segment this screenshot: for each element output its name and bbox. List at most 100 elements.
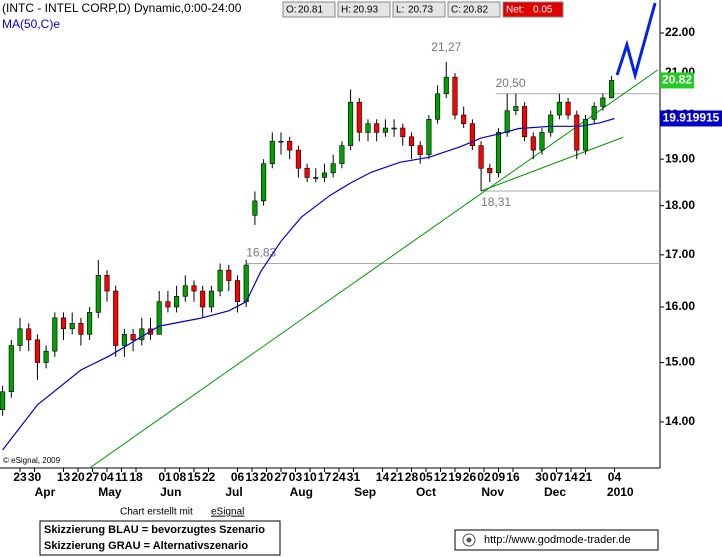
- quote-box: [447, 1, 501, 18]
- candle-body: [443, 76, 449, 95]
- month-label: Jun: [160, 485, 181, 499]
- credit: © eSignal, 2009: [3, 456, 61, 465]
- candle-body: [556, 101, 562, 116]
- candle-body: [400, 127, 406, 138]
- quote-value: 20.93: [353, 5, 378, 16]
- month-label: Sep: [354, 485, 376, 499]
- candle-body: [200, 290, 206, 308]
- quote-box: [392, 1, 446, 18]
- quote-value: 0.05: [533, 5, 553, 16]
- x-tick-label: 11: [115, 470, 128, 484]
- candle-body: [487, 167, 493, 174]
- candle-body: [191, 285, 197, 292]
- quote-value: 20.82: [463, 5, 488, 16]
- y-tick-label: 15.00: [665, 355, 695, 369]
- candle-body: [95, 275, 101, 313]
- x-tick-label: 31: [347, 470, 361, 484]
- candle-body: [104, 275, 110, 292]
- candle-body: [330, 163, 336, 174]
- trendline: [89, 69, 659, 469]
- y-tick-label: 18.00: [665, 198, 695, 212]
- url[interactable]: http://www.godmode-trader.de: [484, 534, 631, 546]
- legend-line: Skizzierung GRAU = Alternativszenario: [44, 540, 248, 552]
- candle-body: [243, 264, 249, 302]
- candle-body: [565, 101, 571, 116]
- candle-body: [339, 145, 345, 164]
- x-tick-label: 21: [390, 470, 404, 484]
- month-label: 2010: [607, 485, 634, 499]
- x-tick-label: 04: [608, 470, 622, 484]
- x-tick-label: 12: [434, 470, 448, 484]
- x-tick-label: 28: [405, 470, 419, 484]
- x-tick-label: 16: [506, 470, 520, 484]
- chart-title: (INTC - INTEL CORP,D) Dynamic,0:00-24:00: [2, 1, 242, 15]
- x-tick-label: 30: [28, 470, 42, 484]
- x-tick-label: 10: [303, 470, 317, 484]
- x-tick-label: 20: [260, 470, 274, 484]
- x-tick-label: 01: [158, 470, 172, 484]
- quote-label: L:: [396, 5, 404, 16]
- x-tick-label: 23: [13, 470, 27, 484]
- candle-body: [582, 119, 589, 151]
- url-icon-dot: [466, 537, 472, 543]
- candle-body: [278, 140, 284, 143]
- quote-label: H:: [341, 5, 351, 16]
- candle-body: [69, 323, 75, 330]
- quote-value: 20.73: [408, 5, 433, 16]
- x-tick-label: 05: [419, 470, 433, 484]
- price-label-box: [660, 72, 694, 89]
- candle-body: [217, 269, 223, 292]
- y-tick-label: 17.00: [665, 247, 695, 261]
- x-tick-label: 09: [492, 470, 506, 484]
- x-tick-label: 30: [535, 470, 549, 484]
- x-tick-label: 27: [86, 470, 100, 484]
- x-tick-label: 17: [318, 470, 332, 484]
- candle-body: [591, 106, 597, 120]
- y-tick-label: 22.00: [665, 25, 695, 39]
- candle-body: [0, 391, 6, 411]
- candle-body: [130, 334, 136, 341]
- candle-body: [348, 101, 354, 146]
- quote-value: 20.81: [298, 5, 323, 16]
- made-with-link[interactable]: eSignal: [211, 507, 244, 518]
- candle-body: [87, 312, 93, 335]
- candle-body: [182, 285, 188, 297]
- x-tick-label: 20: [71, 470, 85, 484]
- x-tick-label: 19: [448, 470, 462, 484]
- candle-body: [530, 136, 536, 151]
- candle-body: [426, 119, 432, 155]
- candle-body: [17, 328, 23, 346]
- x-tick-label: 27: [274, 470, 288, 484]
- legend-box: [39, 520, 281, 556]
- quote-box: [282, 1, 336, 18]
- candle-body: [408, 136, 415, 146]
- candle-body: [156, 301, 162, 335]
- made-with: Chart erstellt mit: [120, 507, 193, 518]
- candle-body: [417, 145, 423, 155]
- candle-body: [321, 172, 328, 178]
- x-tick-label: 08: [173, 470, 187, 484]
- candle-body: [609, 80, 615, 99]
- month-label: Oct: [416, 485, 436, 499]
- x-tick-label: 13: [57, 470, 71, 484]
- candle-body: [261, 163, 267, 202]
- candle-body: [461, 114, 467, 124]
- candle-body: [522, 106, 528, 138]
- annotation: 18,31: [481, 195, 511, 209]
- x-tick-label: 22: [202, 470, 216, 484]
- x-tick-label: 24: [332, 470, 346, 484]
- candle-body: [121, 334, 127, 346]
- candle-body: [234, 280, 241, 302]
- annotation: 16,83: [246, 246, 276, 260]
- candle-body: [43, 350, 49, 363]
- x-tick-label: 14: [376, 470, 390, 484]
- annotation: 20,50: [496, 76, 526, 90]
- month-label: Aug: [290, 485, 313, 499]
- candle-body: [574, 114, 580, 151]
- candle-body: [504, 110, 510, 133]
- trendline: [480, 136, 624, 192]
- legend-entry: MA(50,C)e: [2, 17, 60, 31]
- candle-body: [478, 145, 484, 169]
- x-tick-label: 21: [579, 470, 593, 484]
